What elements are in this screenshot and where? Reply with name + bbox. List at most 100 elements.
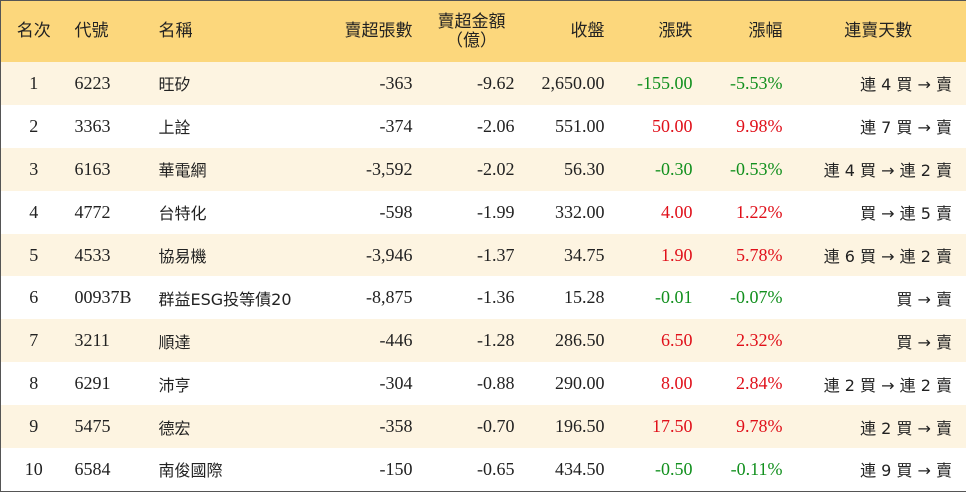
table-cell: 買 → 連 5 賣: [860, 204, 952, 224]
table-cell: 50.00: [652, 115, 693, 136]
table-cell: -0.50: [655, 458, 693, 479]
table-cell: 2.84%: [736, 373, 783, 394]
column-header: 賣超金額 （億）: [420, 0, 523, 62]
table-row: 4 4772 台特化 -598 -1.99 332.00 4.00 1.22% 買 → 連 5 …: [1, 191, 966, 234]
table-cell: -155.00: [612, 62, 701, 105]
table-cell: 3363: [74, 115, 111, 136]
table-cell: 15.28: [564, 287, 605, 308]
column-header: 名次: [0, 0, 67, 62]
table-cell: 買 → 賣: [896, 289, 952, 309]
table-cell: 286.50: [522, 319, 613, 363]
column-header: 連賣天數: [790, 0, 966, 62]
table-header: 名次 代號 名稱 賣超張數 賣超金額 （億） 收盤 漲跌 漲幅 連賣天數: [0, 0, 966, 62]
table-cell: 2.32%: [700, 319, 791, 363]
table-cell: 4533: [66, 233, 151, 277]
table-cell: 6291: [74, 373, 111, 394]
table-cell: 1.90: [612, 233, 701, 277]
table-cell: -0.01: [655, 287, 693, 308]
table-cell: 連 2 買 → 連 2 賣: [823, 375, 952, 395]
table-cell: -5.53%: [700, 62, 791, 105]
table-cell: 8.00: [661, 373, 693, 394]
table-cell: 順達: [150, 319, 331, 363]
table-row: 10 6584 南俊國際 -150 -0.65 434.50 -0.50 -0.11% 連 9 …: [1, 448, 966, 491]
table-cell: 旺矽: [150, 62, 331, 105]
table-cell: -363: [330, 62, 421, 105]
table-cell: 6584: [74, 458, 111, 479]
table-cell: 6223: [66, 62, 151, 105]
table-cell: 34.75: [522, 233, 613, 277]
table-cell: 6.50: [612, 319, 701, 363]
column-header: 名稱: [150, 0, 331, 62]
table-cell: 196.50: [522, 405, 613, 449]
column-header: 賣超張數: [330, 0, 421, 62]
header-row: 名次 代號 名稱 賣超張數 賣超金額 （億） 收盤 漲跌 漲幅 連賣天數: [0, 0, 966, 62]
table-cell: -304: [379, 373, 413, 394]
table-cell: 連 7 買 → 賣: [860, 118, 952, 138]
table-cell: -0.30: [612, 147, 701, 191]
table-cell: 5475: [66, 405, 151, 449]
table-cell: 8: [29, 373, 39, 394]
table-cell: -0.88: [477, 373, 515, 394]
table-cell: -0.53%: [700, 147, 791, 191]
table-cell: 連 2 買 → 賣: [790, 405, 966, 449]
table-row: 2 3363 上詮 -374 -2.06 551.00 50.00 9.98% 連 7 買 → …: [1, 105, 966, 148]
table-row: 7 3211 順達 -446 -1.28 286.50 6.50 2.32% 買 → 賣: [0, 319, 966, 363]
table-cell: 434.50: [555, 458, 605, 479]
table-cell: 5: [0, 233, 67, 277]
table-cell: -598: [379, 201, 413, 222]
table-cell: 9.78%: [700, 405, 791, 449]
table-cell: 332.00: [555, 201, 605, 222]
table-cell: -0.07%: [730, 287, 783, 308]
table-cell: -2.06: [477, 115, 515, 136]
table-cell: 9: [0, 405, 67, 449]
column-header: 漲跌: [612, 0, 701, 62]
table-row: 1 6223 旺矽 -363 -9.62 2,650.00 -155.00 -5.53% 連 4…: [0, 62, 966, 105]
column-header: 漲幅: [700, 0, 791, 62]
table-cell: 連 4 買 → 賣: [790, 62, 966, 105]
table-row: 6 00937B 群益ESG投等債20 -8,875 -1.36 15.28 -0.01 -0…: [1, 276, 966, 319]
table-cell: 2: [29, 115, 39, 136]
table-cell: 買 → 賣: [790, 319, 966, 363]
table-row: 5 4533 協易機 -3,946 -1.37 34.75 1.90 5.78% 連 6 買 →…: [0, 233, 966, 277]
table-cell: 德宏: [150, 405, 331, 449]
table-cell: -2.02: [420, 147, 523, 191]
table-cell: 南俊國際: [158, 461, 223, 481]
table-row: 9 5475 德宏 -358 -0.70 196.50 17.50 9.78% 連 2 買 → …: [0, 405, 966, 449]
table-cell: 2,650.00: [522, 62, 613, 105]
table-cell: -358: [330, 405, 421, 449]
table-row: 3 6163 華電網 -3,592 -2.02 56.30 -0.30 -0.53% 連 4 買…: [0, 147, 966, 191]
table-cell: 1: [0, 62, 67, 105]
table-cell: 4.00: [661, 201, 693, 222]
table-cell: 華電網: [150, 147, 331, 191]
table-cell: -3,592: [330, 147, 421, 191]
column-header: 收盤: [522, 0, 613, 62]
column-header: 代號: [66, 0, 151, 62]
table-cell: 連 4 買 → 連 2 賣: [790, 147, 966, 191]
table-cell: 17.50: [612, 405, 701, 449]
table-cell: 290.00: [555, 373, 605, 394]
table-cell: 連 6 買 → 連 2 賣: [790, 233, 966, 277]
table-cell: 群益ESG投等債20: [158, 289, 292, 309]
table-cell: 6: [29, 287, 39, 308]
table-cell: 上詮: [158, 118, 191, 138]
table-cell: -9.62: [420, 62, 523, 105]
table-cell: 3211: [66, 319, 151, 363]
table-cell: 台特化: [158, 204, 207, 224]
table-cell: -1.37: [420, 233, 523, 277]
table-cell: 連 9 買 → 賣: [860, 461, 952, 481]
table-cell: 6163: [66, 147, 151, 191]
table-cell: 4772: [74, 201, 111, 222]
table-cell: 7: [0, 319, 67, 363]
table-cell: -0.11%: [730, 458, 783, 479]
table-cell: -1.36: [477, 287, 515, 308]
table-cell: 9.98%: [736, 115, 783, 136]
table-cell: 56.30: [522, 147, 613, 191]
table-cell: 00937B: [74, 287, 132, 308]
table-cell: 1.22%: [736, 201, 783, 222]
table-cell: 4: [29, 201, 39, 222]
table-cell: 3: [0, 147, 67, 191]
table-cell: 10: [24, 458, 43, 479]
table-cell: 沛亨: [158, 375, 191, 395]
